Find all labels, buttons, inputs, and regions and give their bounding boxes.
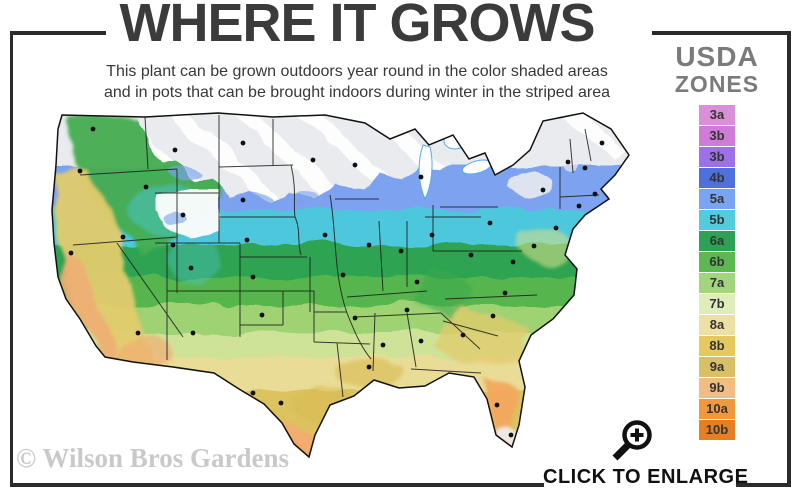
city-dot <box>565 159 571 165</box>
legend-swatch-10b-15: 10b <box>699 420 735 440</box>
city-dot <box>494 402 500 408</box>
city-dot <box>502 290 508 296</box>
city-dot <box>77 168 83 174</box>
click-to-enlarge-label[interactable]: CLICK TO ENLARGE <box>543 466 749 488</box>
city-dot <box>531 243 537 249</box>
city-dot <box>90 126 96 132</box>
legend-swatch-3b-2: 3b <box>699 147 735 167</box>
legend-swatch-7b-9: 7b <box>699 294 735 314</box>
city-dot <box>582 165 588 171</box>
city-dot <box>553 225 559 231</box>
legend-swatch-5a-4: 5a <box>699 189 735 209</box>
city-dot <box>250 390 256 396</box>
striped-indoor-zone <box>133 113 627 239</box>
city-dot <box>508 432 514 438</box>
us-outline <box>51 112 630 459</box>
city-dot <box>278 400 284 406</box>
city-dot <box>322 232 328 238</box>
legend-swatch-10a-14: 10a <box>699 399 735 419</box>
city-dot <box>592 191 598 197</box>
city-dot <box>576 203 582 209</box>
frame-top-right-line <box>652 31 791 35</box>
city-dot <box>599 140 605 146</box>
city-dot <box>398 248 404 254</box>
legend-swatch-3a-0: 3a <box>699 105 735 125</box>
city-dot <box>259 312 265 318</box>
city-dot <box>68 250 74 256</box>
city-dot <box>510 259 516 265</box>
city-dot <box>352 162 358 168</box>
city-dot <box>180 212 186 218</box>
us-zone-map[interactable] <box>25 105 635 470</box>
frame-right-line <box>787 31 791 487</box>
city-dot <box>135 330 141 336</box>
city-dot <box>240 197 246 203</box>
city-dot <box>170 242 176 248</box>
city-dot <box>172 147 178 153</box>
frame-bottom-line-left <box>10 483 544 487</box>
legend-swatch-9b-13: 9b <box>699 378 735 398</box>
city-dot <box>188 265 194 271</box>
legend-swatch-6a-6: 6a <box>699 231 735 251</box>
page-title: WHERE IT GROWS <box>119 0 596 53</box>
subtitle: This plant can be grown outdoors year ro… <box>47 61 667 103</box>
magnifier-plus-icon[interactable] <box>606 416 660 470</box>
frame-top-left-line <box>10 31 106 35</box>
frame-bottom-line-right <box>736 483 791 487</box>
city-dot <box>487 220 493 226</box>
legend-swatch-3b-1: 3b <box>699 126 735 146</box>
zone-shading <box>52 113 629 457</box>
legend-swatch-9a-12: 9a <box>699 357 735 377</box>
city-dot <box>340 272 346 278</box>
city-dot <box>366 242 372 248</box>
legend-title-usda: USDA <box>675 41 759 72</box>
legend-swatch-6b-7: 6b <box>699 252 735 272</box>
subtitle-line-1: This plant can be grown outdoors year ro… <box>106 63 608 80</box>
city-dot <box>310 157 316 163</box>
legend-swatch-8a-10: 8a <box>699 315 735 335</box>
legend-swatch-4b-3: 4b <box>699 168 735 188</box>
legend-swatch-5b-5: 5b <box>699 210 735 230</box>
frame-left-line <box>10 31 13 487</box>
city-dot <box>429 232 435 238</box>
city-dot <box>540 187 546 193</box>
city-dot <box>380 342 386 348</box>
city-dot <box>468 252 474 258</box>
city-dots <box>68 126 605 438</box>
subtitle-line-2: and in pots that can be brought indoors … <box>103 84 611 101</box>
city-dot <box>240 140 246 146</box>
city-dot <box>120 234 126 240</box>
legend-title-zones: ZONES <box>674 71 760 97</box>
city-dot <box>250 274 256 280</box>
city-dot <box>460 332 466 338</box>
city-dot <box>418 338 424 344</box>
city-dot <box>352 315 358 321</box>
city-dot <box>143 184 149 190</box>
state-borders <box>72 115 600 398</box>
city-dot <box>190 330 196 336</box>
city-dot <box>366 364 372 370</box>
city-dot <box>404 307 410 313</box>
usda-zones-legend: USDA ZONES 3a 3b 3b 4b 5a 5b 6a 6b 7a 7b 8a 8b 9a 9b 1… <box>672 42 762 440</box>
watermark: © Wilson Bros Gardens <box>16 443 289 473</box>
city-dot <box>418 174 424 180</box>
city-dot <box>414 279 420 285</box>
legend-swatch-8b-11: 8b <box>699 336 735 356</box>
legend-swatch-7a-8: 7a <box>699 273 735 293</box>
legend-swatch-list: 3a 3b 3b 4b 5a 5b 6a 6b 7a 7b 8a 8b 9a 9b 10a 10b <box>672 105 762 440</box>
city-dot <box>244 237 250 243</box>
city-dot <box>490 313 496 319</box>
